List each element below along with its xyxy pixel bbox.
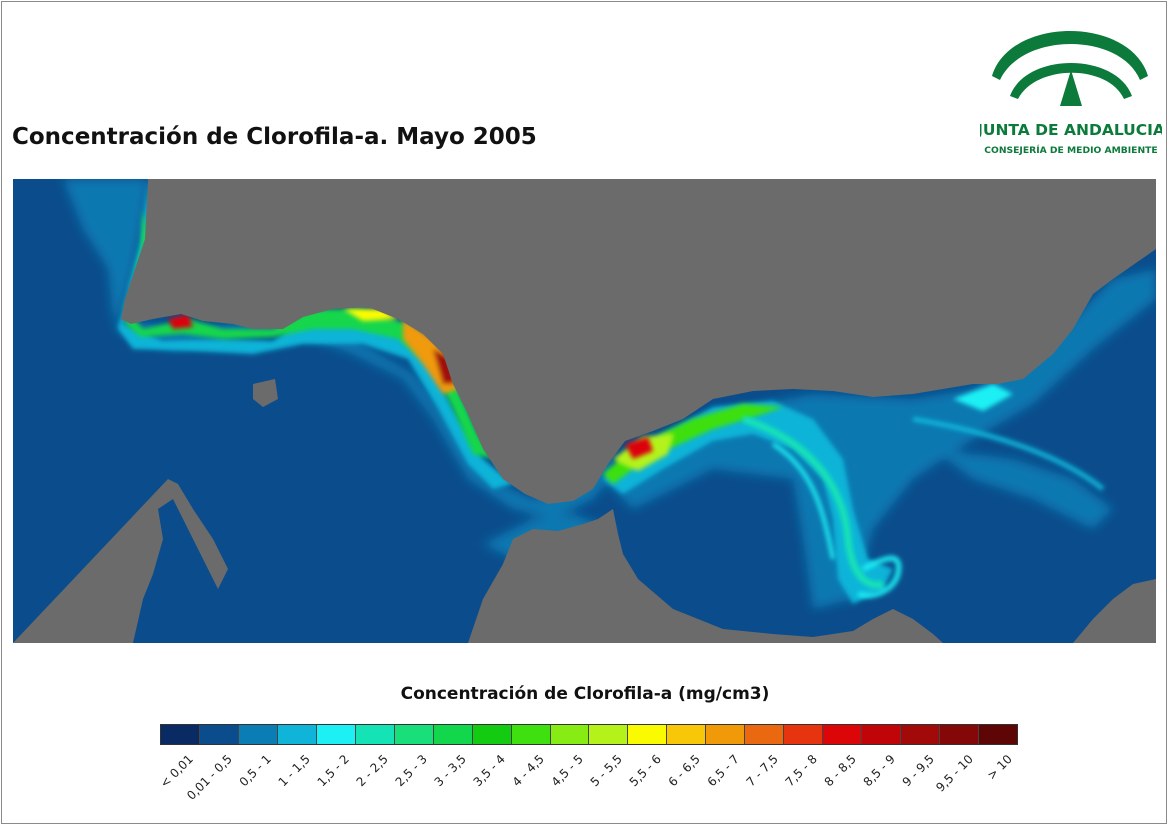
legend-label: 1 - 1,5 <box>275 752 313 790</box>
legend-swatch <box>784 725 824 744</box>
legend-label: 4 - 4,5 <box>509 752 547 790</box>
logo-name: JUNTA DE ANDALUCIA <box>980 121 1162 139</box>
legend-label: 0,5 - 1 <box>236 752 274 790</box>
legend-label: 4,5 - 5 <box>548 752 586 790</box>
legend-swatch <box>823 725 863 744</box>
legend-swatch <box>394 725 434 744</box>
algeria-coast <box>1073 579 1156 643</box>
legend-label: 2,5 - 3 <box>392 752 430 790</box>
logo-arch-outer-icon <box>992 31 1148 80</box>
legend-title: Concentración de Clorofila-a (mg/cm3) <box>400 684 770 704</box>
logo-arch-inner-icon <box>1010 63 1132 99</box>
chlorophyll-map <box>13 179 1156 643</box>
land <box>13 179 1156 643</box>
legend-swatch <box>511 725 551 744</box>
legend-swatch <box>550 725 590 744</box>
legend-swatch <box>706 725 746 744</box>
legend-swatch <box>161 725 200 744</box>
legend-swatch <box>316 725 356 744</box>
eastern-filaments <box>741 415 1105 598</box>
legend-swatch <box>745 725 785 744</box>
legend-label: 8,5 - 9 <box>860 752 898 790</box>
legend-swatch <box>979 725 1017 744</box>
legend-swatch <box>238 725 278 744</box>
legend-swatch <box>277 725 317 744</box>
legend-label: 9,5 - 10 <box>932 752 976 795</box>
legend-swatch <box>628 725 668 744</box>
legend-label: 5,5 - 6 <box>626 752 664 790</box>
legend-label: 8 - 8,5 <box>821 752 859 790</box>
legend-swatch <box>472 725 512 744</box>
junta-andalucia-logo: JUNTA DE ANDALUCIA CONSEJERÍA DE MEDIO A… <box>980 31 1162 156</box>
logo-subtitle: CONSEJERÍA DE MEDIO AMBIENTE <box>984 144 1157 156</box>
legend-label: 3,5 - 4 <box>470 752 508 790</box>
legend-swatch <box>667 725 707 744</box>
legend-swatch <box>355 725 395 744</box>
north-africa <box>13 479 228 643</box>
morocco-coast <box>468 509 943 643</box>
legend-label: 9 - 9,5 <box>899 752 937 790</box>
legend-label: 6,5 - 7 <box>704 752 742 790</box>
legend-swatch <box>199 725 239 744</box>
legend-label: 2 - 2,5 <box>353 752 391 790</box>
legend-color-bar <box>160 724 1018 745</box>
island-west <box>253 379 278 407</box>
legend-label: 3 - 3,5 <box>431 752 469 790</box>
legend-label: < 0,01 <box>156 752 196 791</box>
legend-label: 6 - 6,5 <box>665 752 703 790</box>
legend-label: > 10 <box>983 752 1015 783</box>
legend-swatch <box>589 725 629 744</box>
iberian-peninsula <box>121 179 1156 504</box>
logo-triangle-icon <box>1060 70 1082 106</box>
legend-label: 1,5 - 2 <box>314 752 352 790</box>
page-title: Concentración de Clorofila-a. Mayo 2005 <box>12 124 537 150</box>
legend-label: 7,5 - 8 <box>782 752 820 790</box>
legend-label: 7 - 7,5 <box>743 752 781 790</box>
coastal-high-bands <box>118 179 1013 604</box>
legend-swatch <box>433 725 473 744</box>
legend-swatch <box>940 725 980 744</box>
legend-label: 5 - 5,5 <box>587 752 625 790</box>
legend-swatch <box>862 725 902 744</box>
legend-swatch <box>901 725 941 744</box>
